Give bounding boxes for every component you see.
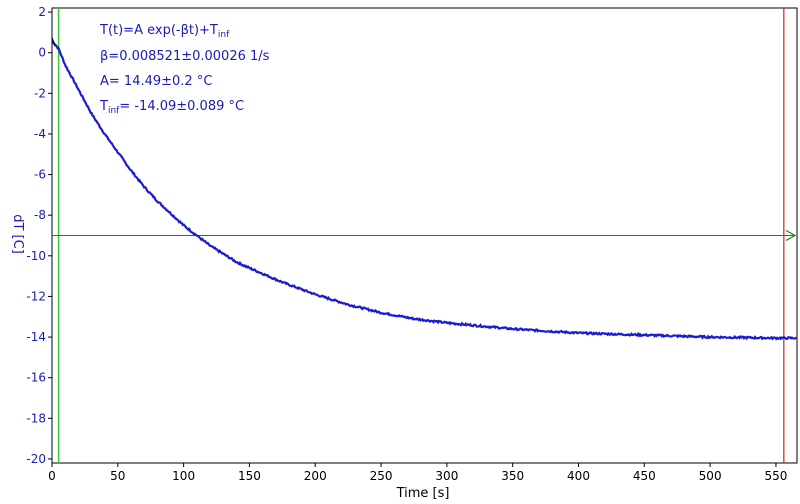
x-tick-label: 100 — [172, 469, 195, 483]
annotation-tinf: Tinf= -14.09±0.089 °C — [99, 99, 244, 116]
x-tick-label: 300 — [435, 469, 458, 483]
y-tick-label: -8 — [34, 208, 46, 222]
x-tick-label: 500 — [699, 469, 722, 483]
level-cursor-arrow — [785, 229, 797, 242]
x-tick-label: 50 — [110, 469, 125, 483]
y-axis-title: dT [C] — [10, 214, 25, 254]
x-tick-label: 350 — [501, 469, 524, 483]
y-tick-label: -12 — [26, 289, 46, 303]
x-axis-title: Time [s] — [396, 486, 450, 501]
y-tick-label: -14 — [26, 330, 46, 344]
y-tick-label: -18 — [26, 411, 46, 425]
x-tick-label: 200 — [304, 469, 327, 483]
x-tick-label: 0 — [48, 469, 56, 483]
y-tick-label: -20 — [26, 452, 46, 466]
x-tick-label: 450 — [633, 469, 656, 483]
x-tick-label: 550 — [764, 469, 787, 483]
y-axis: 2 0 -2 -4 -6 -8 -10 -12 -14 -16 -18 -20 — [26, 5, 52, 466]
annotation-model: T(t)=A exp(-βt)+Tinf — [99, 23, 230, 40]
y-tick-label: -10 — [26, 249, 46, 263]
x-axis: 0 50 100 150 200 250 300 350 400 450 500 550 — [48, 463, 787, 483]
annotation-beta: β=0.008521±0.00026 1/s — [100, 49, 270, 64]
y-tick-label: -2 — [34, 86, 46, 100]
y-tick-label: -6 — [34, 168, 46, 182]
y-tick-label: -4 — [34, 127, 46, 141]
fit-start-stub — [51, 37, 56, 47]
annotation-amplitude: A= 14.49±0.2 °C — [100, 74, 212, 89]
y-tick-label: 2 — [38, 5, 46, 19]
y-tick-label: -16 — [26, 371, 46, 385]
x-tick-label: 250 — [370, 469, 393, 483]
x-tick-label: 400 — [567, 469, 590, 483]
series-line-dt — [51, 39, 798, 341]
y-tick-label: 0 — [38, 46, 46, 60]
x-tick-label: 150 — [238, 469, 261, 483]
